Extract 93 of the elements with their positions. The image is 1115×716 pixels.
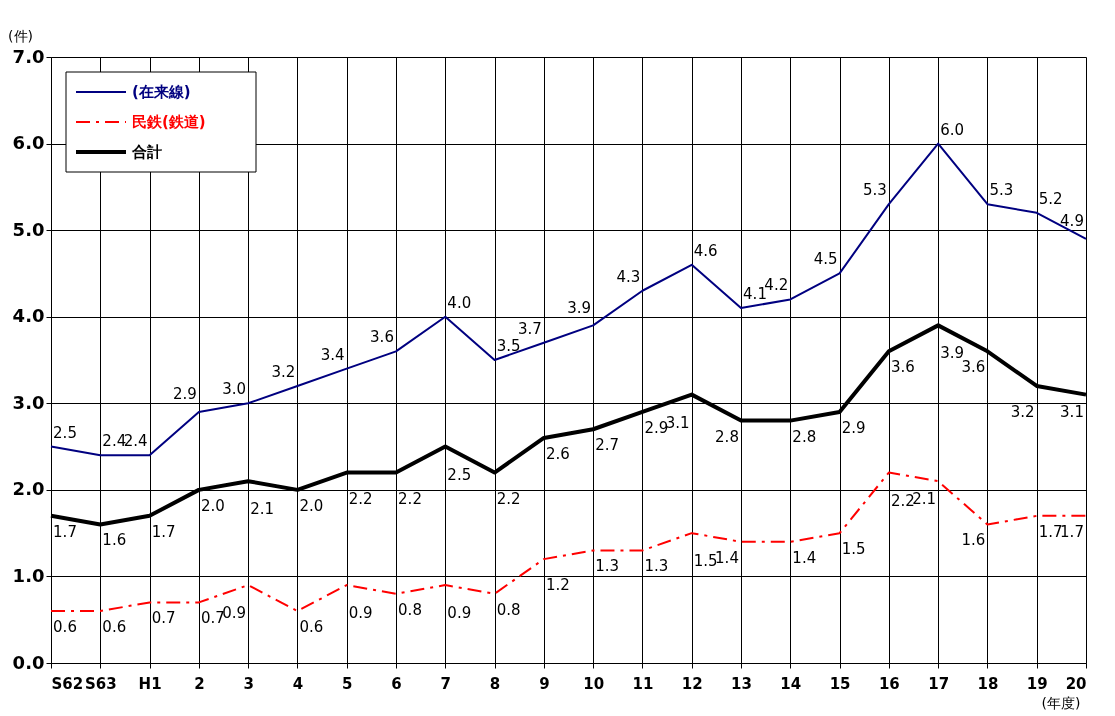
x-tick-label: 3 [243, 674, 254, 693]
x-tick-label: 11 [632, 674, 654, 693]
legend-label: 民鉄(鉄道) [132, 113, 206, 131]
data-label: 1.3 [595, 557, 620, 576]
x-tick-label: 4 [292, 674, 304, 693]
data-label: 0.9 [348, 604, 373, 623]
data-label: 3.2 [271, 362, 296, 381]
data-label: 0.9 [222, 604, 247, 623]
data-label: 3.9 [567, 298, 592, 317]
data-label: 0.7 [151, 609, 176, 628]
x-tick-label: S63 [84, 674, 117, 693]
x-tick-label: 19 [1026, 674, 1048, 693]
data-label: 3.1 [1060, 403, 1084, 422]
data-label: 4.3 [616, 267, 641, 286]
y-tick-label: 1.0 [12, 564, 45, 586]
data-label: 1.7 [151, 522, 176, 541]
legend-label: (在来線) [132, 83, 191, 101]
data-label: 1.4 [792, 548, 817, 567]
x-tick-label: 8 [489, 674, 501, 693]
data-label: 1.7 [1060, 522, 1084, 541]
data-label: 5.3 [989, 181, 1014, 200]
data-label: 2.7 [595, 436, 620, 455]
data-label: 4.0 [447, 293, 472, 312]
data-label: 5.2 [1038, 189, 1063, 208]
y-tick-label: 0.0 [12, 651, 45, 673]
line-series [50, 142, 1087, 457]
y-tick-label: 4.0 [12, 305, 45, 327]
data-label: 0.8 [496, 600, 521, 619]
x-tick-label: 6 [391, 674, 402, 693]
data-label: 2.8 [715, 427, 739, 446]
data-label: 0.6 [53, 618, 77, 637]
x-tick-label: 2 [194, 674, 205, 693]
data-label: 0.9 [447, 604, 472, 623]
data-label: 2.9 [644, 418, 669, 437]
x-tick-label: 9 [539, 674, 550, 693]
data-label: 1.7 [53, 522, 77, 541]
data-label: 2.2 [496, 489, 521, 508]
data-label: 3.4 [320, 345, 345, 364]
data-label: 3.2 [1010, 403, 1035, 422]
data-label: 2.5 [53, 423, 77, 442]
x-tick-label: S62 [51, 674, 84, 693]
y-axis-title: (件) [8, 28, 33, 44]
data-label: 4.6 [693, 241, 718, 260]
x-tick-label: 7 [440, 674, 451, 693]
data-label: 2.9 [172, 385, 197, 404]
data-label: 1.6 [102, 531, 127, 550]
data-label: 1.2 [545, 576, 570, 595]
x-tick-label: 15 [829, 674, 851, 693]
legend-label: 合計 [131, 143, 162, 161]
data-label: 2.9 [841, 418, 866, 437]
data-label: 1.4 [715, 548, 739, 567]
data-label: 3.6 [961, 358, 986, 377]
x-tick-label: 18 [977, 674, 999, 693]
data-label: 4.2 [764, 276, 789, 295]
data-label: 1.7 [1038, 522, 1063, 541]
data-label: 2.5 [447, 465, 472, 484]
x-tick-label: 13 [731, 674, 752, 693]
x-tick-label: 16 [878, 674, 900, 693]
data-label: 1.5 [841, 540, 866, 559]
x-tick-label: 5 [342, 674, 353, 693]
data-label: 3.6 [370, 328, 394, 347]
x-tick-label: 10 [583, 674, 605, 693]
x-axis-title: (年度) [1041, 695, 1081, 711]
data-label: 0.8 [398, 600, 422, 619]
data-label: 2.0 [299, 496, 324, 515]
x-tick-label: 14 [780, 674, 802, 693]
y-tick-label: 7.0 [12, 45, 45, 67]
y-tick-label: 6.0 [12, 132, 45, 154]
data-label: 1.6 [961, 531, 986, 550]
x-tick-label: 17 [928, 674, 950, 693]
data-label: 2.1 [250, 500, 275, 519]
y-tick-label: 2.0 [12, 478, 45, 500]
x-tick-label: 12 [681, 674, 703, 693]
data-label: 4.5 [813, 250, 838, 269]
data-label: 4.9 [1060, 212, 1084, 231]
data-label: 2.2 [348, 489, 373, 508]
y-tick-label: 5.0 [12, 218, 45, 240]
data-label: 0.6 [299, 618, 324, 637]
data-label: 2.8 [792, 427, 817, 446]
data-label: 2.2 [398, 489, 422, 508]
y-tick-label: 3.0 [12, 391, 45, 413]
data-label: 0.6 [102, 618, 127, 637]
x-tick-label: 20 [1065, 674, 1087, 693]
data-label: 2.6 [545, 444, 570, 463]
data-label: 1.3 [644, 557, 669, 576]
data-label: 3.0 [222, 380, 247, 399]
data-label: 3.7 [517, 319, 542, 338]
data-label: 3.5 [496, 337, 521, 355]
data-label: 2.0 [200, 496, 225, 515]
data-label: 6.0 [940, 120, 965, 139]
x-tick-label: H1 [138, 674, 162, 693]
data-label: 3.6 [890, 358, 915, 377]
data-label: 5.3 [862, 181, 887, 200]
